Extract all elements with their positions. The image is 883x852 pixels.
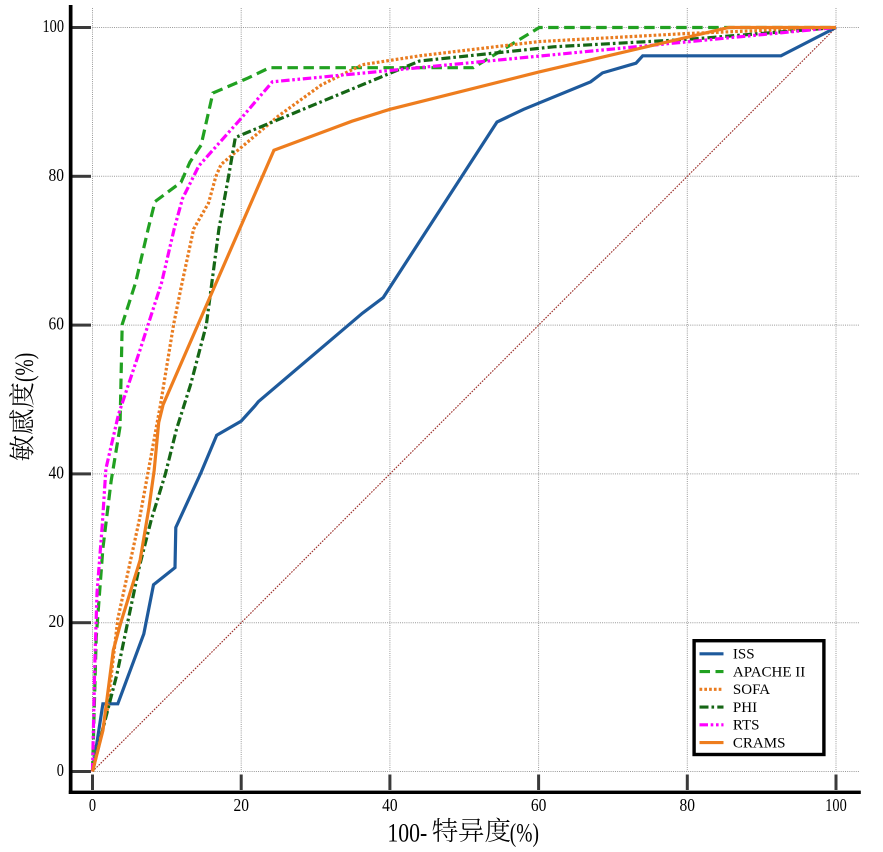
- svg-text:(%): (%): [9, 353, 39, 382]
- svg-text:40: 40: [49, 462, 65, 482]
- svg-text:SOFA: SOFA: [733, 682, 770, 698]
- svg-text:ISS: ISS: [733, 647, 755, 663]
- svg-text:80: 80: [49, 165, 65, 185]
- svg-text:100: 100: [825, 795, 847, 815]
- svg-text:80: 80: [680, 795, 696, 815]
- svg-text:APACHE II: APACHE II: [733, 664, 805, 680]
- svg-text:CRAMS: CRAMS: [733, 735, 786, 751]
- svg-text:60: 60: [49, 314, 65, 334]
- svg-text:40: 40: [382, 795, 398, 815]
- svg-text:PHI: PHI: [733, 700, 757, 716]
- svg-text:100: 100: [43, 16, 65, 36]
- svg-text:60: 60: [531, 795, 547, 815]
- svg-text:RTS: RTS: [733, 718, 760, 734]
- svg-text:0: 0: [57, 760, 64, 780]
- svg-text:(%): (%): [510, 818, 539, 848]
- svg-text:20: 20: [233, 795, 249, 815]
- svg-text:20: 20: [49, 611, 65, 631]
- svg-text:0: 0: [89, 795, 96, 815]
- svg-text:100-: 100-: [387, 818, 427, 848]
